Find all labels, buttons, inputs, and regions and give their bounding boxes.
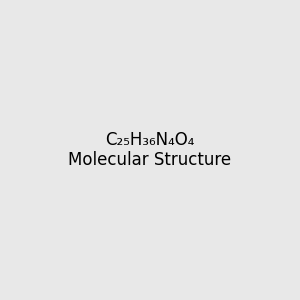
Text: C₂₅H₃₆N₄O₄
Molecular Structure: C₂₅H₃₆N₄O₄ Molecular Structure: [68, 130, 232, 170]
